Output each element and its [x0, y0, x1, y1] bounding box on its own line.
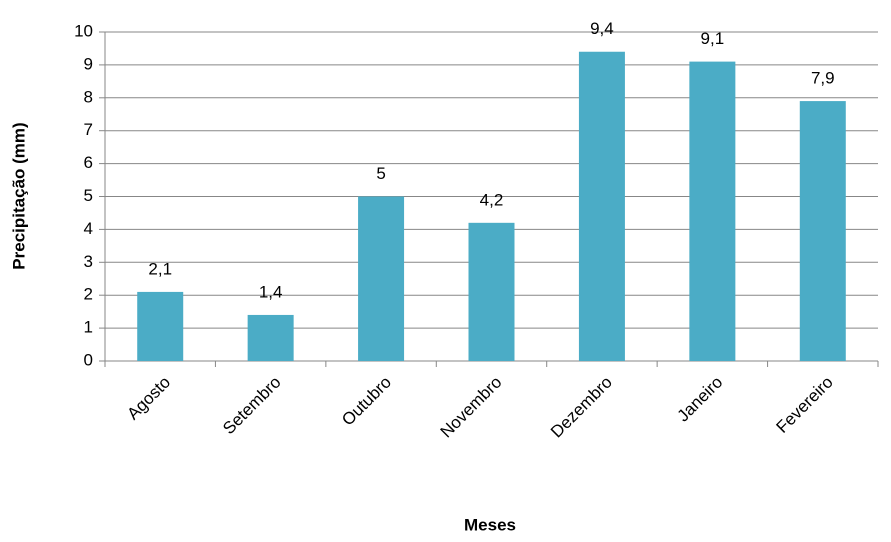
bar: [247, 314, 294, 361]
y-tick-label: 3: [84, 252, 93, 271]
y-tick-label: 2: [84, 285, 93, 304]
y-tick-label: 6: [84, 153, 93, 172]
value-label: 2,1: [148, 259, 172, 278]
x-tick-label: Setembro: [219, 373, 285, 439]
x-tick-label: Fevereiro: [773, 373, 837, 437]
y-tick-label: 10: [74, 21, 93, 40]
y-axis-title: Precipitação (mm): [9, 122, 28, 269]
bar: [358, 196, 405, 361]
value-label: 7,9: [811, 69, 835, 88]
y-tick-label: 8: [84, 87, 93, 106]
y-tick-label: 0: [84, 350, 93, 369]
y-tick-label: 5: [84, 186, 93, 205]
x-tick-label: Agosto: [123, 373, 174, 424]
x-tick-label: Outubro: [338, 373, 395, 430]
bar: [689, 61, 736, 362]
value-label: 9,4: [590, 19, 614, 38]
bar: [799, 101, 846, 361]
y-tick-label: 7: [84, 120, 93, 139]
y-tick-label: 1: [84, 318, 93, 337]
value-label: 5: [376, 164, 385, 183]
x-tick-label: Dezembro: [547, 373, 616, 442]
value-label: 9,1: [701, 29, 725, 48]
y-tick-label: 4: [84, 219, 93, 238]
value-label: 1,4: [259, 282, 283, 301]
bar: [468, 222, 515, 361]
x-tick-label: Janeiro: [673, 373, 726, 426]
bar: [137, 291, 184, 361]
x-tick-label: Novembro: [437, 373, 506, 442]
x-axis-title: Meses: [464, 515, 516, 534]
y-tick-label: 9: [84, 54, 93, 73]
bar: [578, 51, 625, 362]
value-label: 4,2: [480, 190, 504, 209]
